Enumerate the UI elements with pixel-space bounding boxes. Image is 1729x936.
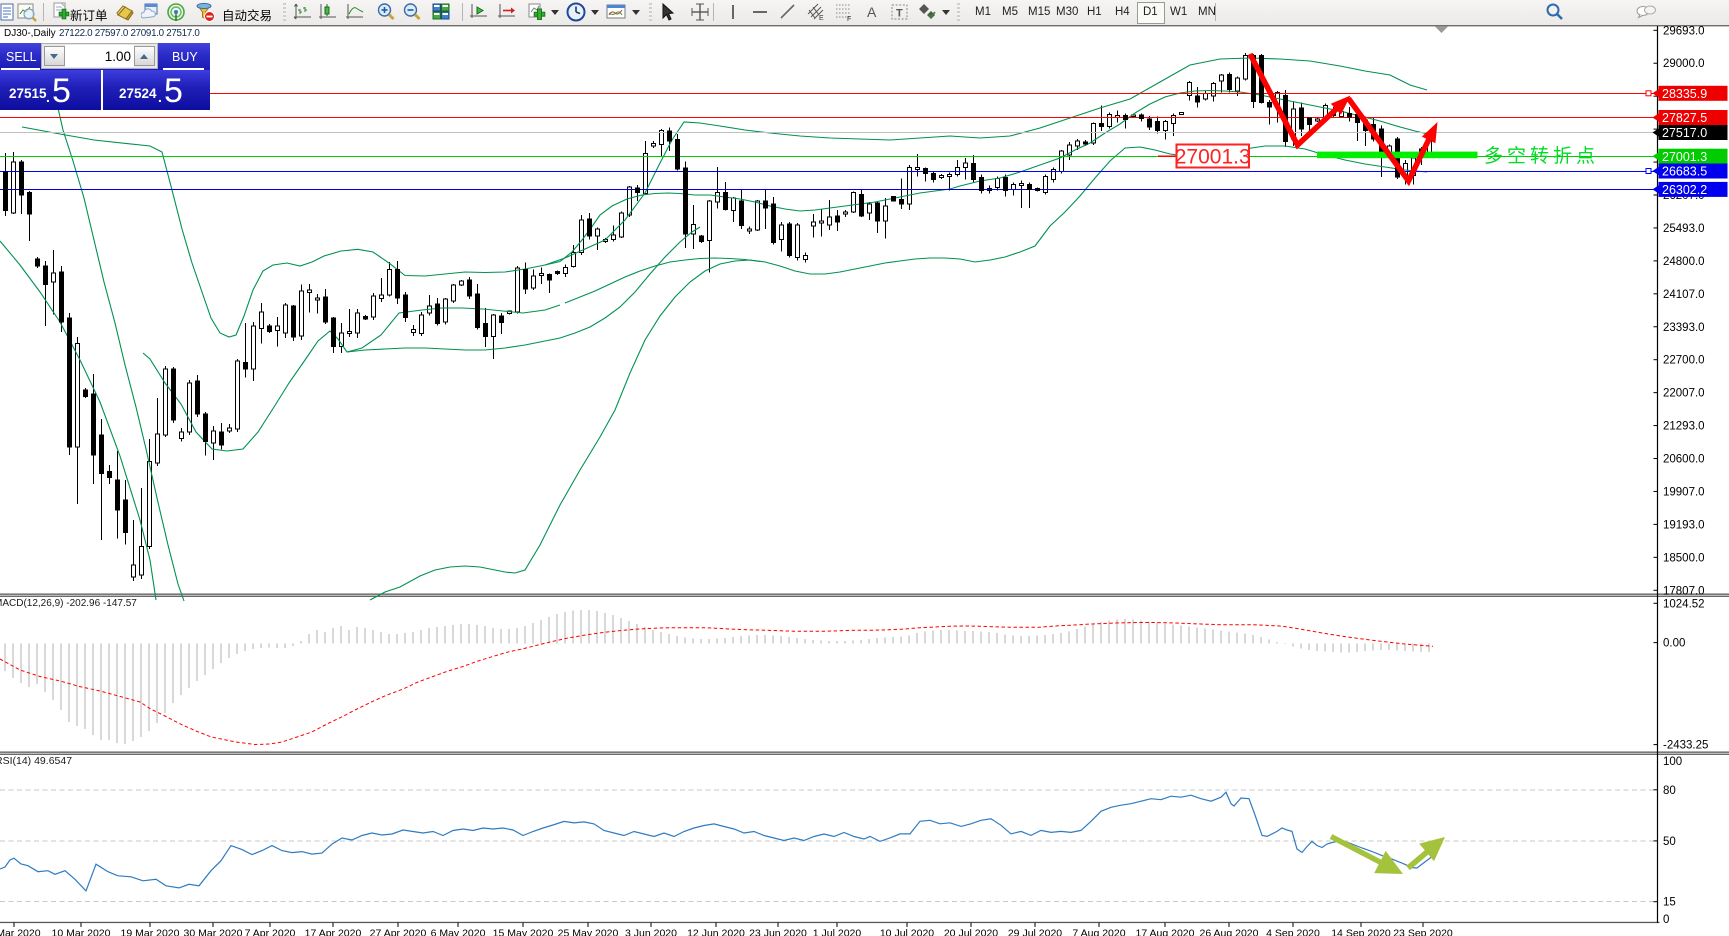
svg-text:DJ30-,Daily: DJ30-,Daily	[4, 28, 56, 39]
svg-text:25 May 2020: 25 May 2020	[558, 927, 619, 936]
svg-text:RSI(14) 49.6547: RSI(14) 49.6547	[0, 755, 72, 767]
svg-text:25493.0: 25493.0	[1663, 223, 1705, 235]
svg-text:30 Mar 2020: 30 Mar 2020	[184, 927, 243, 936]
svg-text:MACD(12,26,9) -202.96 -147.57: MACD(12,26,9) -202.96 -147.57	[0, 598, 137, 609]
svg-text:10 Jul 2020: 10 Jul 2020	[880, 927, 934, 936]
svg-text:23393.0: 23393.0	[1663, 322, 1705, 334]
svg-text:22007.0: 22007.0	[1663, 388, 1705, 400]
svg-text:17 Apr 2020: 17 Apr 2020	[305, 927, 362, 936]
svg-text:4 Sep 2020: 4 Sep 2020	[1266, 927, 1320, 936]
svg-text:6 May 2020: 6 May 2020	[431, 927, 486, 936]
svg-text:F: F	[847, 16, 851, 22]
svg-text:1 Jul 2020: 1 Jul 2020	[813, 927, 862, 936]
svg-text:15: 15	[1663, 897, 1676, 909]
svg-text:E: E	[819, 15, 824, 22]
svg-text:23 Sep 2020: 23 Sep 2020	[1393, 927, 1453, 936]
svg-text:27827.5: 27827.5	[1662, 111, 1707, 125]
svg-text:15 May 2020: 15 May 2020	[493, 927, 554, 936]
svg-text:17 Aug 2020: 17 Aug 2020	[1136, 927, 1195, 936]
svg-text:17807.0: 17807.0	[1663, 585, 1705, 597]
svg-text:18500.0: 18500.0	[1663, 552, 1705, 564]
svg-text:7 Aug 2020: 7 Aug 2020	[1072, 927, 1125, 936]
svg-text:50: 50	[1663, 836, 1676, 848]
svg-text:27 Apr 2020: 27 Apr 2020	[370, 927, 427, 936]
svg-text:26 Aug 2020: 26 Aug 2020	[1200, 927, 1259, 936]
svg-text:19 Mar 2020: 19 Mar 2020	[121, 927, 180, 936]
svg-text:T: T	[896, 8, 903, 20]
svg-text:12 Jun 2020: 12 Jun 2020	[687, 927, 745, 936]
svg-text:29000.0: 29000.0	[1663, 58, 1705, 70]
svg-text:0: 0	[1663, 914, 1669, 926]
svg-text:27517.0: 27517.0	[1662, 126, 1707, 140]
svg-text:29693.0: 29693.0	[1663, 25, 1705, 37]
svg-text:26302.2: 26302.2	[1662, 183, 1707, 197]
svg-text:100: 100	[1663, 756, 1682, 768]
svg-text:23 Jun 2020: 23 Jun 2020	[749, 927, 807, 936]
svg-text:26683.5: 26683.5	[1662, 165, 1707, 179]
svg-text:22700.0: 22700.0	[1663, 355, 1705, 367]
svg-text:27001.3: 27001.3	[1662, 150, 1707, 164]
svg-text:27001.3: 27001.3	[1175, 146, 1251, 169]
svg-text:0.00: 0.00	[1663, 638, 1685, 650]
svg-text:A: A	[867, 4, 877, 20]
svg-text:10 Mar 2020: 10 Mar 2020	[52, 927, 111, 936]
svg-text:14 Sep 2020: 14 Sep 2020	[1331, 927, 1391, 936]
svg-text:2 Mar 2020: 2 Mar 2020	[0, 927, 41, 936]
svg-text:20 Jul 2020: 20 Jul 2020	[944, 927, 998, 936]
svg-text:27122.0 27597.0 27091.0 27517.: 27122.0 27597.0 27091.0 27517.0	[59, 28, 200, 39]
svg-text:24800.0: 24800.0	[1663, 256, 1705, 268]
svg-text:24107.0: 24107.0	[1663, 289, 1705, 301]
svg-text:19907.0: 19907.0	[1663, 486, 1705, 498]
svg-text:80: 80	[1663, 785, 1676, 797]
svg-text:19193.0: 19193.0	[1663, 519, 1705, 531]
svg-text:28335.9: 28335.9	[1662, 87, 1707, 101]
svg-text:20600.0: 20600.0	[1663, 454, 1705, 466]
svg-text:3 Jun 2020: 3 Jun 2020	[625, 927, 677, 936]
svg-text:7 Apr 2020: 7 Apr 2020	[245, 927, 296, 936]
svg-text:-2433.25: -2433.25	[1663, 740, 1708, 752]
svg-text:多空转折点: 多空转折点	[1484, 145, 1599, 167]
svg-text:29 Jul 2020: 29 Jul 2020	[1008, 927, 1062, 936]
svg-text:1024.52: 1024.52	[1663, 598, 1705, 610]
svg-text:21293.0: 21293.0	[1663, 421, 1705, 433]
